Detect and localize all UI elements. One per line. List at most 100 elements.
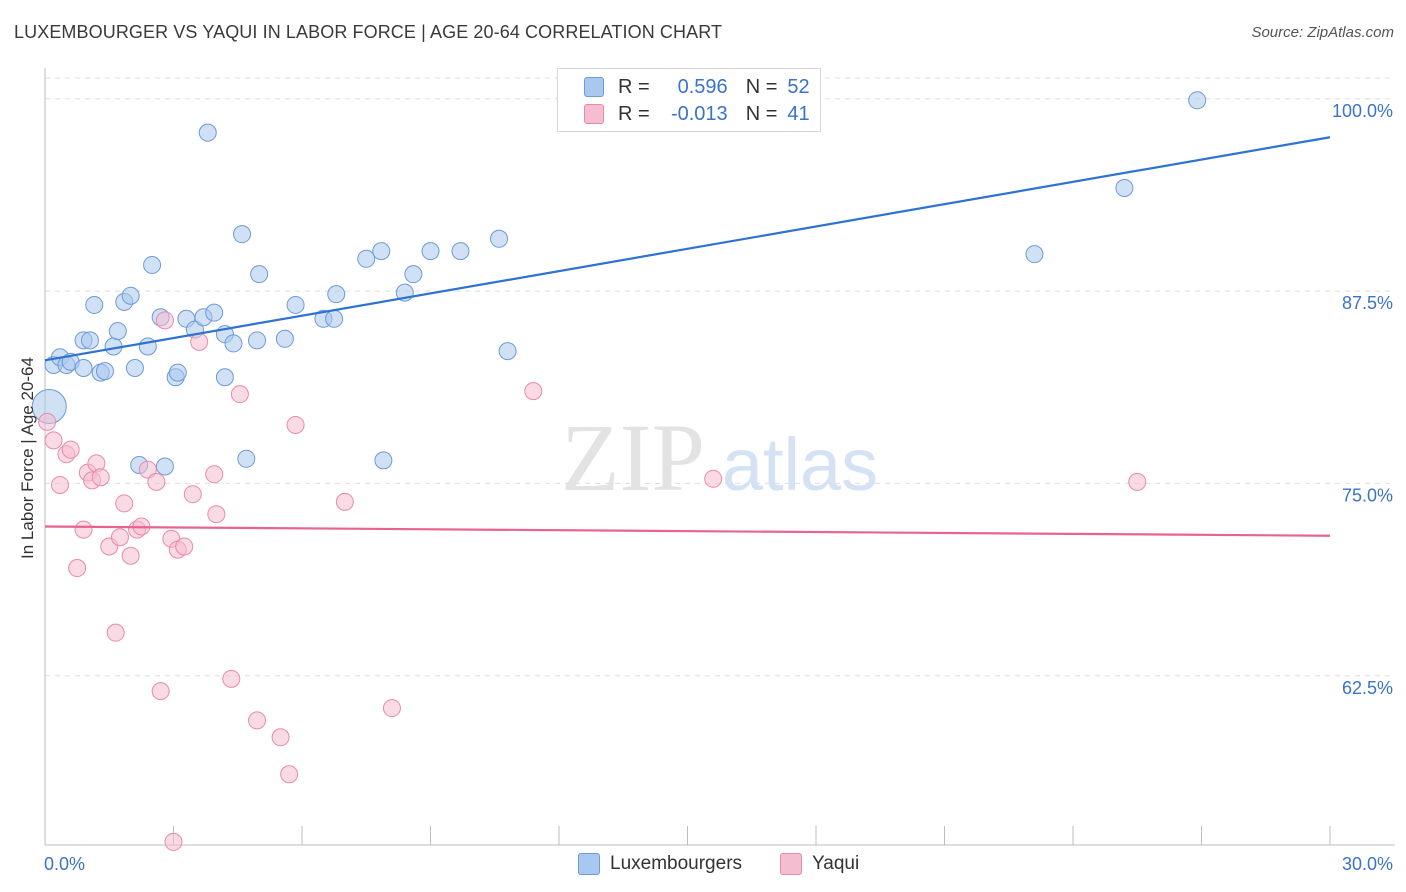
yaqui-point — [110, 528, 129, 547]
yaqui-point — [106, 623, 125, 642]
luxembourger-point — [121, 286, 140, 305]
legend-row-yaqui: R = -0.013 N = 41 — [584, 101, 810, 127]
yaqui-point — [44, 431, 63, 450]
legend-r-label: R = — [618, 102, 650, 125]
luxembourger-point — [357, 249, 376, 268]
yaqui-point — [164, 832, 183, 851]
bottom-legend-yaqui[interactable]: Yaqui — [780, 852, 859, 876]
legend-n-value: 52 — [787, 75, 810, 98]
x-tick-label-min: 0.0% — [44, 854, 85, 874]
grid-layer — [45, 77, 1395, 677]
luxembourger-point — [85, 295, 104, 314]
luxembourger-point — [1115, 179, 1134, 198]
luxembourger-point — [233, 225, 252, 244]
luxembourger-point — [248, 331, 267, 350]
legend-r-value: -0.013 — [670, 102, 728, 125]
luxembourger-point — [224, 334, 243, 353]
bottom-legend-swatch-blue — [578, 853, 600, 875]
luxembourger-point — [372, 242, 391, 261]
legend-n-label: N = — [745, 75, 778, 98]
yaqui-point — [74, 520, 93, 539]
yaqui-point — [151, 682, 170, 701]
luxembourger-point — [498, 342, 517, 361]
yaqui-point — [155, 311, 174, 330]
legend-swatch-pink — [584, 104, 604, 124]
yaqui-point — [524, 382, 543, 401]
watermark: ZIP atlas — [561, 404, 878, 511]
luxembourger-point — [155, 457, 174, 476]
luxembourger-point — [1025, 245, 1044, 264]
axis-layer — [44, 68, 1395, 846]
luxembourger-point — [490, 229, 509, 248]
legend-swatch-blue — [584, 77, 604, 97]
yaqui-point — [280, 765, 299, 784]
luxembourger-point — [286, 295, 305, 314]
tick-label-layer: 62.5% 75.0% 87.5% 100.0% 0.0% 30.0% — [44, 101, 1393, 874]
luxembourger-point — [327, 285, 346, 304]
trend-layer — [44, 136, 1331, 537]
y-tick-label: 87.5% — [1342, 293, 1393, 313]
watermark-zip: ZIP — [561, 404, 705, 511]
luxembourger-point — [125, 359, 144, 378]
legend-r-value: 0.596 — [677, 75, 728, 98]
yaqui-point — [382, 699, 401, 718]
luxembourger-point — [74, 359, 93, 378]
legend-n-label: N = — [745, 102, 778, 125]
legend-n-value: 41 — [787, 102, 810, 125]
yaqui-point — [1128, 472, 1147, 491]
yaqui-point — [248, 711, 267, 730]
luxembourger-point — [451, 242, 470, 261]
source-label: Source: ZipAtlas.com — [1251, 24, 1394, 41]
chart-title: LUXEMBOURGER VS YAQUI IN LABOR FORCE | A… — [14, 22, 723, 42]
luxembourger-point — [404, 265, 423, 284]
bottom-legend-luxembourgers[interactable]: Luxembourgers — [578, 852, 742, 876]
watermark-atlas: atlas — [722, 423, 878, 506]
yaqui-point — [68, 559, 87, 578]
legend-row-luxembourgers: R = 0.596 N = 52 — [584, 74, 810, 100]
luxembourger-point — [1188, 91, 1207, 110]
luxembourger-point — [275, 329, 294, 348]
bottom-legend-swatch-pink — [780, 853, 802, 875]
luxembourger-point — [374, 451, 393, 470]
luxembourger-point — [250, 265, 269, 284]
luxembourger-point — [421, 242, 440, 261]
luxembourger-trend-line — [44, 136, 1331, 362]
yaqui-point — [222, 669, 241, 688]
legend-r-label: R = — [618, 75, 650, 98]
yaqui-point — [61, 440, 80, 459]
bottom-legend-label: Luxembourgers — [610, 853, 743, 874]
luxembourger-point — [80, 331, 99, 350]
luxembourger-point — [205, 303, 224, 322]
yaqui-point — [205, 465, 224, 484]
yaqui-point — [121, 546, 140, 565]
yaqui-point — [335, 492, 354, 511]
yaqui-point — [50, 475, 69, 494]
luxembourger-point — [95, 362, 114, 381]
yaqui-point — [183, 485, 202, 504]
luxembourger-point — [198, 123, 217, 142]
yaqui-point — [704, 469, 723, 488]
luxembourger-point — [143, 255, 162, 274]
yaqui-point — [115, 494, 134, 513]
luxembourger-point — [108, 322, 127, 341]
yaqui-point — [230, 385, 249, 404]
y-tick-label: 62.5% — [1342, 678, 1393, 698]
yaqui-point — [138, 460, 157, 479]
yaqui-point — [207, 505, 226, 524]
bottom-legend-label: Yaqui — [812, 853, 860, 874]
yaqui-point — [38, 412, 57, 431]
luxembourger-point — [237, 449, 256, 468]
y-tick-label: 100.0% — [1332, 101, 1393, 121]
x-tick-label-max: 30.0% — [1342, 854, 1393, 874]
yaqui-trend-line — [44, 525, 1331, 537]
y-axis-label: In Labor Force | Age 20-64 — [18, 357, 37, 559]
yaqui-point — [190, 332, 209, 351]
yaqui-point — [286, 415, 305, 434]
stats-legend: R = 0.596 N = 52 R = -0.013 N = 41 — [557, 68, 821, 132]
yaqui-point — [271, 728, 290, 747]
yaqui-point — [91, 468, 110, 487]
yaqui-point — [147, 472, 166, 491]
luxembourger-point — [215, 368, 234, 387]
luxembourger-point — [168, 363, 187, 382]
